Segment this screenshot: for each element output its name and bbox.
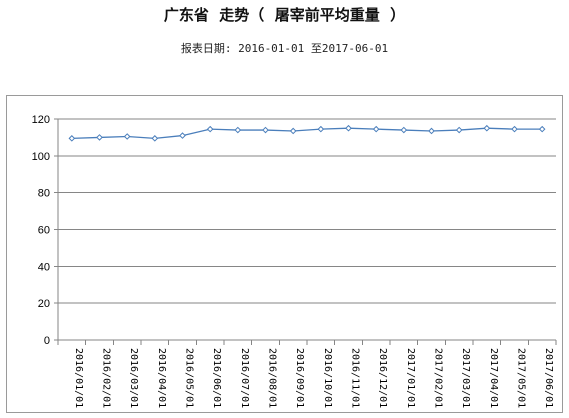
- data-point: [428, 127, 435, 135]
- gridlines: [58, 118, 556, 304]
- x-tick-label: 2016/10/01: [322, 348, 333, 408]
- data-point: [96, 134, 103, 141]
- y-tick-label: 120: [32, 114, 50, 126]
- x-tick-label: 2016/12/01: [377, 348, 388, 408]
- data-point: [68, 135, 76, 142]
- x-tick-label: 2016/05/01: [184, 348, 195, 408]
- series-line: [71, 127, 543, 139]
- data-point: [345, 124, 352, 132]
- y-tick-label: 20: [38, 298, 50, 310]
- x-tick-label: 2016/06/01: [211, 348, 222, 408]
- x-tick-label: 2016/08/01: [267, 348, 278, 408]
- series-weight: [68, 124, 546, 142]
- x-axis: 2016/01/01 2016/02/01 2016/03/01 2016/04/01…: [57, 339, 557, 408]
- data-point: [511, 125, 518, 133]
- x-tick-label: 2016/09/01: [294, 348, 305, 408]
- data-point: [483, 124, 491, 132]
- data-point: [151, 135, 159, 142]
- x-tick-label: 2017/01/01: [405, 348, 416, 408]
- x-tick-label: 2016/03/01: [128, 348, 139, 408]
- data-point: [206, 125, 214, 133]
- report-date-range: 报表日期: 2016-01-01 至2017-06-01: [180, 42, 389, 55]
- x-tick-label: 2016/01/01: [73, 348, 84, 408]
- data-point: [372, 125, 380, 133]
- data-point: [289, 127, 297, 135]
- data-point: [179, 132, 186, 139]
- data-point: [234, 126, 242, 134]
- chart-area: 0 20 40 60 80 100 120 2016/01/01 2016/02/01 2016…: [6, 95, 563, 413]
- data-point: [400, 126, 408, 134]
- x-tick-label: 2017/03/01: [460, 348, 471, 408]
- x-tick-label: 2017/06/01: [543, 348, 554, 408]
- data-point: [262, 126, 269, 134]
- data-point: [538, 125, 546, 133]
- x-tick-label: 2017/04/01: [488, 348, 499, 408]
- data-point: [455, 126, 463, 134]
- y-axis: 0 20 40 60 80 100 120: [32, 114, 59, 347]
- data-point: [123, 133, 131, 140]
- data-point: [317, 125, 325, 133]
- y-tick-label: 100: [32, 151, 50, 163]
- y-tick-label: 40: [38, 261, 50, 273]
- x-tick-label: 2016/02/01: [101, 348, 112, 408]
- x-tick-label: 2017/02/01: [433, 348, 444, 408]
- x-tick-label: 2017/05/01: [516, 348, 527, 408]
- y-tick-label: 0: [44, 335, 50, 347]
- x-tick-label: 2016/07/01: [239, 348, 250, 408]
- y-tick-label: 80: [38, 188, 50, 200]
- y-tick-label: 60: [38, 225, 50, 237]
- chart-title: 广东省 走势（ 屠宰前平均重量 ）: [163, 6, 406, 24]
- x-tick-label: 2016/04/01: [156, 348, 167, 408]
- x-tick-label: 2016/11/01: [350, 348, 361, 408]
